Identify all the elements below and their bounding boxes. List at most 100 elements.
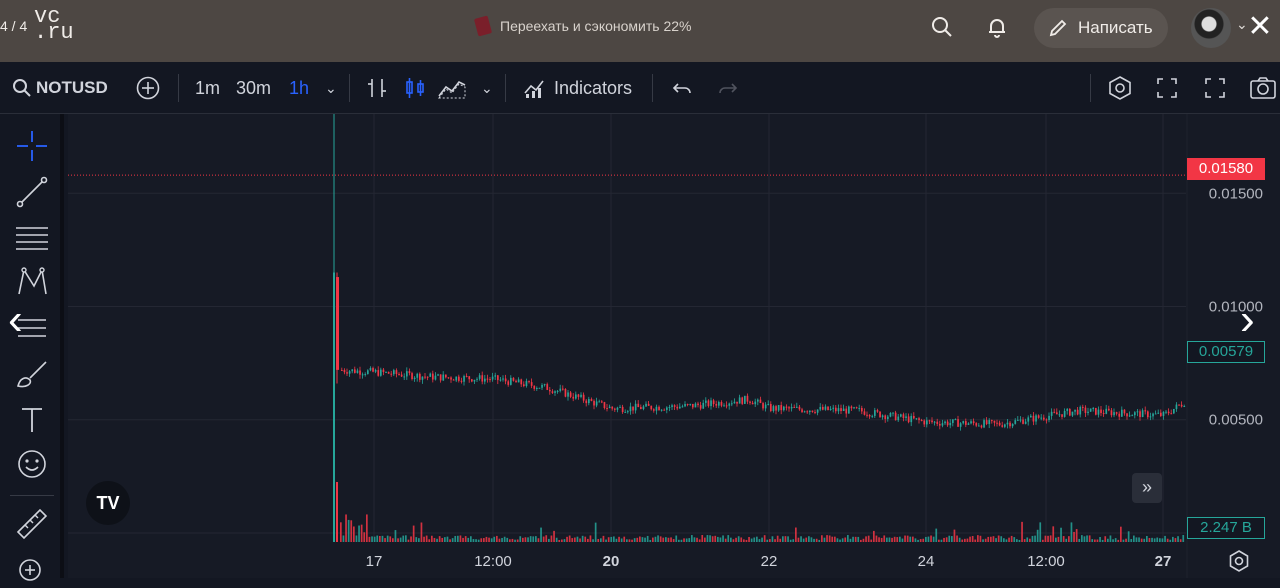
volume-bar <box>1182 535 1185 542</box>
symbol-search[interactable]: NOTUSD <box>12 62 108 114</box>
trend-line-icon[interactable] <box>14 174 50 210</box>
volume-bar <box>896 537 899 542</box>
candle <box>434 375 437 380</box>
zoom-in-icon[interactable] <box>14 552 50 588</box>
volume-bar <box>553 530 555 542</box>
close-icon[interactable]: ✕ <box>1247 10 1273 43</box>
interval-1h[interactable]: 1h <box>289 77 310 98</box>
chevron-down-icon[interactable]: ⌄ <box>1236 16 1248 32</box>
candle <box>1082 406 1084 408</box>
chevron-down-icon[interactable]: ⌄ <box>481 79 493 96</box>
candle <box>406 371 408 377</box>
candle <box>450 377 452 380</box>
candle <box>1004 424 1006 427</box>
fullscreen-icon[interactable] <box>1155 76 1179 100</box>
settings-hexagon-icon[interactable] <box>1107 75 1133 101</box>
candle <box>1009 422 1011 427</box>
pattern-icon[interactable] <box>14 264 50 300</box>
avatar[interactable] <box>1191 8 1231 48</box>
volume-bar <box>571 538 574 542</box>
price-chart[interactable]: 17 12:00 20 22 24 12:00 27 0.01500 0.01000 0.0050… <box>68 114 1280 578</box>
time-axis-label: 12:00 <box>1027 553 1065 570</box>
candle <box>681 406 684 408</box>
volume-bar <box>867 535 870 542</box>
projection-icon[interactable] <box>14 310 50 346</box>
candle <box>905 416 907 419</box>
candle <box>1118 413 1121 417</box>
candle <box>393 370 395 375</box>
chevron-down-icon[interactable]: ⌄ <box>325 79 337 96</box>
undo-icon[interactable] <box>670 76 694 100</box>
volume-bar <box>360 524 363 542</box>
volume-bar <box>870 539 873 542</box>
ruler-icon[interactable] <box>14 506 50 542</box>
candle <box>993 420 996 423</box>
bar-chart-icon[interactable] <box>365 76 389 100</box>
volume-bar <box>852 536 854 542</box>
candle <box>559 388 562 391</box>
crosshair-icon[interactable] <box>14 128 50 164</box>
write-button[interactable]: Написать <box>1034 8 1168 48</box>
indicators-button[interactable]: Indicators <box>522 62 632 114</box>
candle <box>933 421 936 423</box>
candle <box>790 406 793 409</box>
volume-bar <box>381 535 384 542</box>
scroll-to-realtime-button[interactable]: » <box>1132 473 1162 503</box>
volume-bar <box>943 537 945 542</box>
volume-bar <box>662 537 665 542</box>
tradingview-logo[interactable]: TV <box>86 481 130 525</box>
candle <box>603 402 606 409</box>
emoji-icon[interactable] <box>14 446 50 482</box>
search-icon[interactable] <box>930 15 954 39</box>
candle <box>442 374 445 381</box>
camera-icon[interactable] <box>1249 75 1277 101</box>
candle <box>637 403 640 408</box>
redo-icon[interactable] <box>716 76 740 100</box>
volume-bar <box>919 539 922 542</box>
candle <box>926 420 928 425</box>
candle <box>504 378 507 382</box>
volume-bar <box>997 535 1000 542</box>
volume-bar <box>1151 537 1153 542</box>
volume-bar <box>340 522 342 542</box>
volume-bar <box>990 536 992 542</box>
candles-icon[interactable] <box>403 76 427 100</box>
interval-30m[interactable]: 30m <box>236 77 272 98</box>
volume-bar <box>1146 535 1148 542</box>
volume-bar <box>1003 538 1005 542</box>
volume-bar <box>1166 538 1169 542</box>
candle <box>621 406 624 413</box>
candle <box>796 406 798 408</box>
volume-bar <box>717 536 719 542</box>
gear-icon[interactable] <box>1228 550 1250 572</box>
site-logo[interactable]: vc .ru <box>34 6 74 44</box>
volume-bar <box>405 535 407 542</box>
area-chart-icon[interactable] <box>437 76 467 100</box>
candle <box>705 400 707 403</box>
chevron-left-icon[interactable]: ‹ <box>8 295 23 344</box>
candle <box>437 374 439 376</box>
candle <box>889 412 892 417</box>
candle <box>374 370 377 372</box>
candle <box>1105 408 1108 414</box>
chevron-right-icon[interactable]: › <box>1240 295 1255 344</box>
volume-bar <box>535 536 537 542</box>
volume-bar <box>727 535 730 542</box>
volume-bar <box>1016 539 1018 542</box>
compare-add-icon[interactable] <box>136 76 160 100</box>
candle <box>663 409 666 411</box>
fib-retracement-icon[interactable] <box>14 220 50 256</box>
volume-bar <box>1013 537 1016 542</box>
expand-icon[interactable] <box>1203 76 1227 100</box>
brush-icon[interactable] <box>14 356 50 392</box>
text-icon[interactable] <box>14 402 50 438</box>
interval-1m[interactable]: 1m <box>195 77 221 98</box>
promo-banner[interactable]: Переехать и сэкономить 22% <box>473 15 691 37</box>
volume-bar <box>956 535 958 542</box>
bell-icon[interactable] <box>985 15 1009 39</box>
volume-bar <box>802 538 805 542</box>
volume-bar <box>704 537 706 542</box>
candle <box>736 401 738 404</box>
chart-pane[interactable]: 17 12:00 20 22 24 12:00 27 0.01500 0.01000 0.0050… <box>68 114 1280 578</box>
volume-bar <box>925 536 927 542</box>
